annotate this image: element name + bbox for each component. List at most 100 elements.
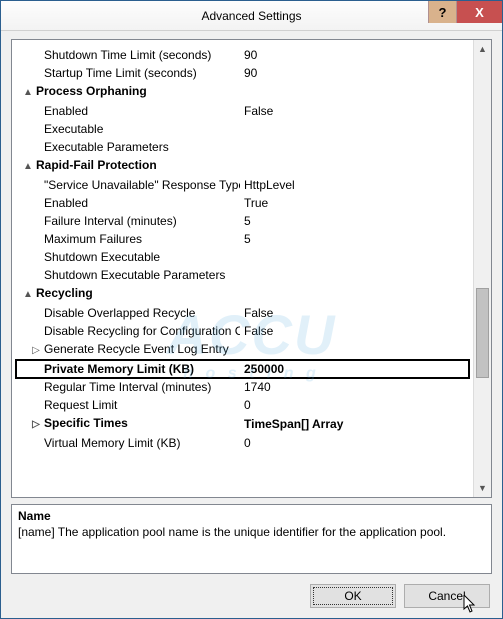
expander-icon[interactable]: ▲ [22, 286, 34, 304]
label-text: Recycling [36, 286, 93, 300]
property-label: Private Memory Limit (KB) [16, 360, 240, 378]
property-row[interactable]: Shutdown Executable [16, 248, 469, 266]
property-row[interactable]: Maximum Failures 5 [16, 230, 469, 248]
property-row[interactable]: Enabled True [16, 194, 469, 212]
description-panel: Name [name] The application pool name is… [11, 504, 492, 574]
scrollbar-track[interactable] [474, 58, 491, 479]
property-row[interactable]: Failure Interval (minutes) 5 [16, 212, 469, 230]
label-text: "Service Unavailable" Response Type [44, 178, 240, 192]
dialog-window: Advanced Settings ? X Shutdown Time Limi… [0, 0, 503, 619]
property-grid-rows[interactable]: Shutdown Time Limit (seconds)90Startup T… [12, 40, 473, 497]
help-button[interactable]: ? [428, 1, 456, 23]
expander-icon[interactable]: ▲ [22, 158, 34, 176]
close-button[interactable]: X [456, 1, 502, 23]
label-text: Disable Overlapped Recycle [44, 306, 195, 320]
property-value[interactable]: 5 [240, 230, 469, 248]
label-text: Startup Time Limit (seconds) [44, 66, 197, 80]
expander-icon[interactable]: ▷ [30, 416, 42, 434]
property-row[interactable]: Disable Recycling for Configuration CFal… [16, 322, 469, 340]
label-text: Private Memory Limit (KB) [44, 362, 194, 376]
label-text: Regular Time Interval (minutes) [44, 380, 211, 394]
property-label: Enabled [16, 102, 240, 120]
label-text: Enabled [44, 104, 88, 118]
property-row[interactable]: Request Limit0 [16, 396, 469, 414]
title-bar[interactable]: Advanced Settings ? X [1, 1, 502, 31]
property-row[interactable]: Private Memory Limit (KB) 250000 [16, 360, 469, 378]
label-text: Executable [44, 122, 103, 136]
label-text: Virtual Memory Limit (KB) [44, 436, 180, 450]
property-row[interactable]: Shutdown Executable Parameters [16, 266, 469, 284]
label-text: Shutdown Executable [44, 250, 160, 264]
property-label: Request Limit [16, 396, 240, 414]
property-label: "Service Unavailable" Response Type [16, 176, 240, 194]
description-body: [name] The application pool name is the … [18, 525, 485, 539]
property-row[interactable]: Disable Overlapped Recycle False [16, 304, 469, 322]
property-label: Failure Interval (minutes) [16, 212, 240, 230]
label-text: Maximum Failures [44, 232, 142, 246]
ok-button[interactable]: OK [310, 584, 396, 608]
property-row[interactable]: Enabled False [16, 102, 469, 120]
scroll-up-icon[interactable]: ▲ [474, 40, 491, 58]
label-text: Specific Times [44, 416, 128, 430]
property-label: Shutdown Executable [16, 248, 240, 266]
window-title: Advanced Settings [1, 9, 502, 23]
property-label: ▷Specific Times [16, 414, 240, 434]
description-title: Name [18, 509, 485, 523]
property-value[interactable]: False [240, 322, 469, 340]
property-row[interactable]: "Service Unavailable" Response TypeHttpL… [16, 176, 469, 194]
property-row[interactable]: Regular Time Interval (minutes) 1740 [16, 378, 469, 396]
section-header[interactable]: ▲Process Orphaning [16, 82, 469, 102]
property-value[interactable]: 1740 [240, 378, 469, 396]
property-label: Disable Overlapped Recycle [16, 304, 240, 322]
scroll-down-icon[interactable]: ▼ [474, 479, 491, 497]
property-row[interactable]: Startup Time Limit (seconds) 90 [16, 64, 469, 82]
property-value[interactable]: True [240, 194, 469, 212]
property-row[interactable]: Executable Parameters [16, 138, 469, 156]
property-label: ▲Recycling [20, 284, 244, 304]
section-header[interactable]: ▲Recycling [16, 284, 469, 304]
content-area: Shutdown Time Limit (seconds)90Startup T… [1, 31, 502, 618]
property-row[interactable]: ▷Generate Recycle Event Log Entry [16, 340, 469, 360]
label-text: Generate Recycle Event Log Entry [44, 342, 229, 356]
property-value[interactable]: False [240, 102, 469, 120]
property-value[interactable]: TimeSpan[] Array [240, 415, 469, 433]
property-row[interactable]: ▷Specific TimesTimeSpan[] Array [16, 414, 469, 434]
property-row[interactable]: Shutdown Time Limit (seconds) 90 [16, 46, 469, 64]
property-grid: Shutdown Time Limit (seconds)90Startup T… [11, 39, 492, 498]
property-value[interactable]: 90 [240, 64, 469, 82]
property-value[interactable]: 5 [240, 212, 469, 230]
label-text: Executable Parameters [44, 140, 169, 154]
property-label: Shutdown Time Limit (seconds) [16, 46, 240, 64]
expander-icon[interactable]: ▷ [30, 342, 42, 360]
property-value[interactable]: HttpLevel [240, 176, 469, 194]
property-row[interactable]: Virtual Memory Limit (KB) 0 [16, 434, 469, 452]
property-value[interactable]: 90 [240, 46, 469, 64]
property-label: ▲Rapid-Fail Protection [20, 156, 244, 176]
section-header[interactable]: ▲Rapid-Fail Protection [16, 156, 469, 176]
property-label: ▷Generate Recycle Event Log Entry [16, 340, 240, 360]
property-label: Executable [16, 120, 240, 138]
property-value[interactable]: 250000 [240, 360, 469, 378]
cancel-button[interactable]: Cancel [404, 584, 490, 608]
property-label: Virtual Memory Limit (KB) [16, 434, 240, 452]
label-text: Shutdown Time Limit (seconds) [44, 48, 211, 62]
dialog-buttons: OK Cancel [11, 580, 492, 608]
expander-icon[interactable]: ▲ [22, 84, 34, 102]
label-text: Rapid-Fail Protection [36, 158, 157, 172]
label-text: Disable Recycling for Configuration C [44, 324, 240, 338]
scrollbar-thumb[interactable] [476, 288, 489, 378]
label-text: Enabled [44, 196, 88, 210]
property-value[interactable]: False [240, 304, 469, 322]
property-value[interactable]: 0 [240, 396, 469, 414]
label-text: Failure Interval (minutes) [44, 214, 177, 228]
property-label: Executable Parameters [16, 138, 240, 156]
vertical-scrollbar[interactable]: ▲ ▼ [473, 40, 491, 497]
property-label: Maximum Failures [16, 230, 240, 248]
property-label: ▲Process Orphaning [20, 82, 244, 102]
label-text: Shutdown Executable Parameters [44, 268, 225, 282]
property-label: Startup Time Limit (seconds) [16, 64, 240, 82]
titlebar-buttons: ? X [428, 1, 502, 23]
property-value[interactable]: 0 [240, 434, 469, 452]
property-label: Shutdown Executable Parameters [16, 266, 240, 284]
property-row[interactable]: Executable [16, 120, 469, 138]
